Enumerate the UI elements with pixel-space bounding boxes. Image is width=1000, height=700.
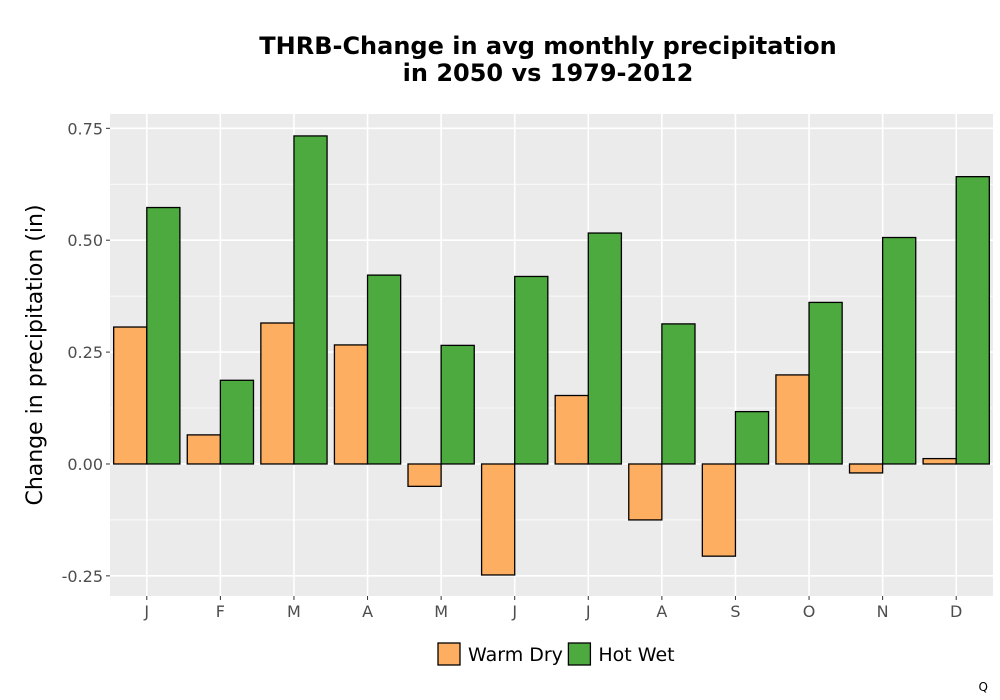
- x-tick-label: M: [287, 602, 301, 621]
- x-tick-label: O: [803, 602, 816, 621]
- grid-minor-lines: [110, 183, 993, 521]
- bars-layer: [113, 135, 990, 576]
- corner-mark: Q: [979, 680, 988, 694]
- bar-hot-wet: [881, 236, 917, 465]
- bar-hot-wet: [219, 379, 255, 465]
- bar-hot-wet: [366, 274, 402, 465]
- bar-hot-wet: [587, 232, 623, 465]
- bar-hot-wet: [146, 206, 181, 465]
- y-tick-label: 0.00: [67, 455, 103, 474]
- bar-warm-dry: [260, 322, 295, 465]
- bar-hot-wet: [734, 410, 770, 465]
- y-tick-label: 0.50: [67, 231, 103, 250]
- bar-hot-wet: [661, 323, 696, 465]
- bar-warm-dry: [628, 463, 663, 521]
- chart-title: THRB-Change in avg monthly precipitation…: [259, 32, 837, 87]
- x-tick-label: J: [143, 602, 149, 621]
- y-tick-label: 0.25: [67, 343, 103, 362]
- x-tick-label: S: [730, 602, 740, 621]
- bar-warm-dry: [407, 463, 442, 488]
- bar-warm-dry: [554, 394, 589, 465]
- y-axis: -0.25 0.00 0.25 0.50 0.75: [62, 119, 110, 586]
- x-tick-label: D: [950, 602, 962, 621]
- legend-label: Hot Wet: [598, 644, 674, 666]
- x-tick-label: F: [216, 602, 225, 621]
- y-tick-label: -0.25: [62, 567, 103, 586]
- y-tick-label: 0.75: [67, 119, 103, 138]
- bar-warm-dry: [922, 457, 957, 465]
- plot-panel: [110, 114, 993, 596]
- x-tick-label: M: [434, 602, 448, 621]
- bar-hot-wet: [440, 344, 475, 465]
- chart-title-line-2: in 2050 vs 1979-2012: [403, 59, 694, 87]
- legend-label: Warm Dry: [468, 644, 563, 666]
- x-tick-label: J: [511, 602, 517, 621]
- legend-item: Hot Wet: [567, 642, 675, 666]
- bar-warm-dry: [333, 344, 369, 465]
- bar-hot-wet: [955, 176, 990, 465]
- bar-warm-dry: [701, 463, 737, 557]
- chart-title-line-1: THRB-Change in avg monthly precipitation: [259, 32, 837, 60]
- bar-hot-wet: [808, 301, 843, 465]
- legend-item: Warm Dry: [437, 642, 563, 666]
- bar-warm-dry: [775, 374, 810, 465]
- bar-hot-wet: [293, 135, 328, 465]
- bar-warm-dry: [480, 463, 516, 576]
- legend-key: [437, 642, 461, 666]
- x-tick-label: A: [362, 602, 373, 621]
- bar-warm-dry: [186, 434, 222, 465]
- legend-key: [567, 642, 592, 666]
- bar-warm-dry: [848, 463, 884, 474]
- x-tick-label: N: [877, 602, 889, 621]
- legend: Warm Dry Hot Wet: [437, 642, 675, 666]
- x-tick-label: A: [656, 602, 667, 621]
- bar-warm-dry: [113, 326, 148, 465]
- x-tick-label: J: [585, 602, 591, 621]
- bar-hot-wet: [514, 275, 549, 465]
- y-axis-label: Change in precipitation (in): [23, 204, 48, 505]
